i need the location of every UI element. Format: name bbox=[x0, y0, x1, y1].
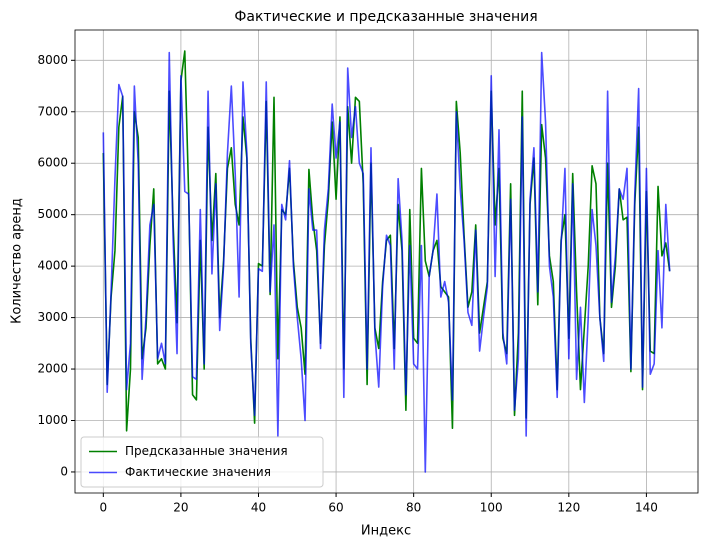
y-tick-label: 1000 bbox=[37, 413, 68, 427]
legend-box bbox=[80, 436, 324, 488]
x-tick-label: 0 bbox=[99, 501, 107, 515]
legend-label: Предсказанные значения bbox=[125, 444, 288, 458]
y-tick-label: 7000 bbox=[37, 104, 68, 118]
x-tick-label: 120 bbox=[557, 501, 580, 515]
y-tick-label: 8000 bbox=[37, 53, 68, 67]
y-tick-label: 0 bbox=[60, 464, 68, 478]
x-tick-label: 100 bbox=[480, 501, 503, 515]
x-tick-label: 140 bbox=[635, 501, 658, 515]
x-tick-label: 60 bbox=[328, 501, 343, 515]
data-line bbox=[102, 51, 671, 473]
y-tick-label: 6000 bbox=[37, 156, 68, 170]
x-tick-label: 80 bbox=[406, 501, 421, 515]
y-tick-label: 3000 bbox=[37, 310, 68, 324]
y-tick-label: 5000 bbox=[37, 207, 68, 221]
plot-frame bbox=[74, 29, 699, 494]
x-tick-label: 40 bbox=[251, 501, 266, 515]
y-tick-label: 2000 bbox=[37, 362, 68, 376]
x-axis-label: Индекс bbox=[361, 524, 411, 539]
legend-label: Фактические значения bbox=[125, 465, 271, 479]
x-tick-label: 20 bbox=[173, 501, 188, 515]
y-tick-label: 4000 bbox=[37, 259, 68, 273]
y-axis-label: Количество аренд bbox=[10, 198, 25, 324]
chart-title: Фактические и предсказанные значения bbox=[234, 9, 537, 25]
